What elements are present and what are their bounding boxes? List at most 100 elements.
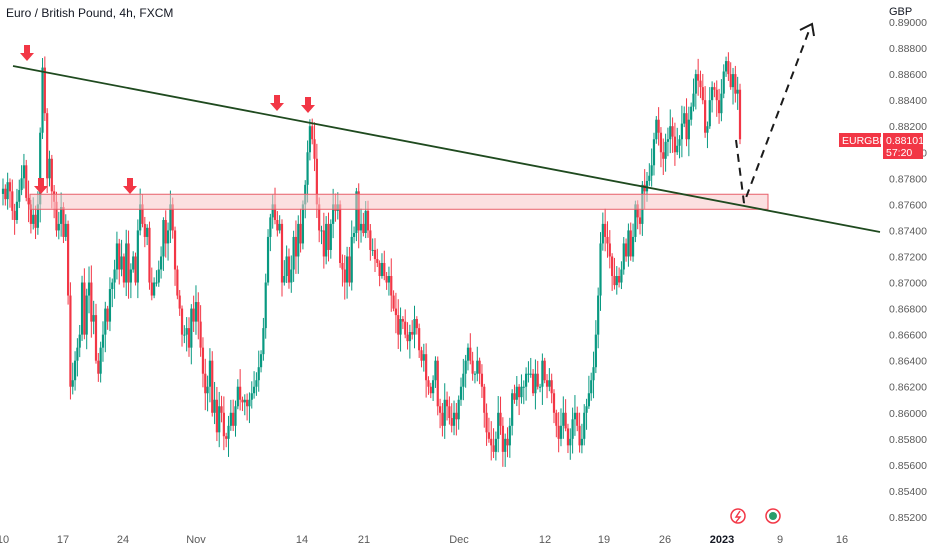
- candle: [148, 221, 151, 290]
- candle-body: [46, 113, 49, 179]
- price-tick-label: 0.87200: [889, 251, 927, 263]
- candle: [227, 415, 230, 457]
- candle: [162, 217, 165, 271]
- candle: [513, 384, 516, 404]
- candle: [529, 357, 532, 378]
- candle: [348, 246, 351, 287]
- price-tick-label: 0.87600: [889, 199, 927, 211]
- candle: [724, 56, 728, 77]
- candle-body: [80, 282, 84, 335]
- price-axis[interactable]: 0.890000.888000.886000.884000.882000.880…: [889, 17, 927, 524]
- candle-body: [520, 386, 523, 398]
- candle-body: [66, 223, 70, 296]
- candle-body: [580, 438, 584, 446]
- time-tick-label: Dec: [449, 534, 469, 546]
- candle: [418, 323, 421, 358]
- candle-body: [562, 412, 565, 426]
- candle: [6, 172, 9, 210]
- candle: [432, 375, 435, 401]
- down-arrow-icon: [301, 97, 315, 113]
- candle: [515, 376, 518, 407]
- candle: [327, 212, 330, 262]
- candle: [717, 88, 721, 124]
- candle-body: [425, 354, 428, 381]
- price-tick-label: 0.86200: [889, 382, 927, 394]
- candle: [383, 250, 386, 281]
- candle: [90, 265, 93, 338]
- candle-body: [397, 315, 400, 335]
- candle: [618, 267, 621, 288]
- candle: [248, 392, 251, 424]
- candle-body: [271, 204, 274, 218]
- candle: [706, 121, 709, 149]
- candle: [708, 87, 711, 129]
- candle: [466, 343, 470, 371]
- candle: [676, 127, 679, 155]
- price-tick-label: 0.85400: [889, 486, 927, 498]
- candle: [246, 393, 249, 421]
- candle-body: [108, 289, 112, 322]
- candle-body: [655, 119, 658, 140]
- descending-trendline[interactable]: [12, 65, 881, 233]
- candle-body: [706, 126, 709, 133]
- candle: [220, 395, 223, 423]
- price-tick-label: 0.86000: [889, 408, 927, 420]
- candle-body: [673, 136, 677, 153]
- candle-body: [392, 295, 395, 309]
- candle: [601, 212, 604, 251]
- candle: [201, 337, 205, 388]
- candle-body: [536, 373, 539, 387]
- candle-body: [327, 223, 330, 250]
- candle-body: [518, 386, 521, 398]
- economic-event-icon[interactable]: [765, 508, 781, 524]
- candle-body: [464, 360, 467, 374]
- candle: [136, 219, 139, 299]
- candle: [511, 389, 514, 436]
- candle-body: [97, 360, 100, 374]
- candle: [255, 372, 258, 396]
- candle-body: [585, 406, 588, 413]
- candle: [129, 263, 132, 299]
- symbol-tag-bg: [839, 133, 881, 147]
- candle: [15, 188, 19, 224]
- candle: [731, 67, 735, 105]
- candle-body: [164, 220, 167, 244]
- candle: [459, 377, 463, 406]
- candle: [143, 216, 146, 248]
- candle-body: [159, 256, 163, 270]
- candle-body: [206, 386, 209, 394]
- candle-body: [92, 315, 95, 322]
- candle-body: [629, 230, 632, 257]
- events-layer[interactable]: [730, 508, 781, 524]
- candle-body: [462, 373, 465, 387]
- candle: [325, 216, 328, 265]
- candle: [287, 248, 291, 289]
- candle: [413, 305, 416, 349]
- time-axis[interactable]: 10 17 24 Nov 14 21 Dec 12 19 26 2023 9 16: [0, 534, 848, 546]
- candle: [548, 368, 551, 392]
- candle: [41, 58, 44, 139]
- price-tick-label: 0.87000: [889, 278, 927, 290]
- candle: [387, 266, 391, 296]
- candle-body: [487, 432, 491, 439]
- support-resistance-zone[interactable]: [29, 193, 769, 210]
- candle-body: [666, 139, 670, 142]
- candle: [157, 260, 160, 287]
- candle: [278, 215, 281, 234]
- projection-path[interactable]: [735, 27, 811, 204]
- candle: [64, 214, 67, 241]
- candle: [478, 357, 481, 385]
- candle-body: [141, 204, 144, 224]
- candle: [697, 58, 700, 96]
- annotation-lines-layer: [12, 22, 881, 233]
- candle: [457, 395, 460, 430]
- candle: [166, 222, 170, 261]
- candle-body: [583, 412, 586, 439]
- candle-body: [255, 380, 258, 387]
- lightning-bolt-icon[interactable]: [730, 508, 746, 524]
- candle: [666, 127, 670, 157]
- candle: [80, 275, 84, 341]
- candle: [234, 400, 237, 437]
